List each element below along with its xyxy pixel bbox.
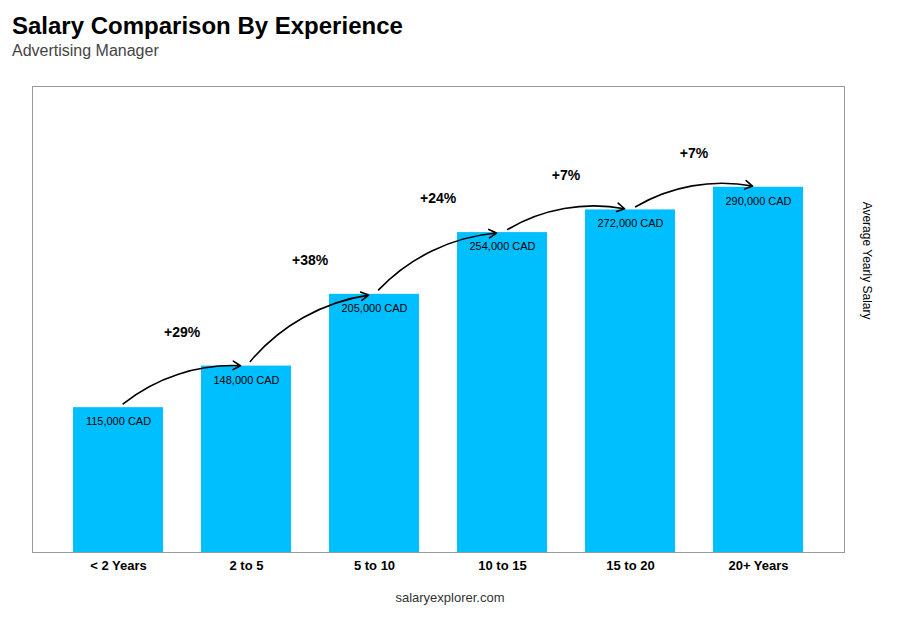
svg-text:272,000 CAD: 272,000 CAD — [597, 217, 663, 229]
svg-text:5 to 10: 5 to 10 — [354, 558, 395, 573]
svg-text:290,000 CAD: 290,000 CAD — [725, 195, 791, 207]
svg-text:205,000 CAD: 205,000 CAD — [341, 302, 407, 314]
svg-text:+7%: +7% — [552, 167, 581, 183]
svg-text:+24%: +24% — [420, 190, 457, 206]
svg-text:10 to 15: 10 to 15 — [478, 558, 526, 573]
svg-text:20+ Years: 20+ Years — [728, 558, 788, 573]
html-text:Salary Comparison By Experienc: Salary Comparison By Experience — [12, 12, 403, 39]
svg-text:+38%: +38% — [292, 252, 329, 268]
svg-text:+7%: +7% — [680, 145, 709, 161]
svg-text:2 to 5: 2 to 5 — [230, 558, 264, 573]
svg-text:< 2 Years: < 2 Years — [90, 558, 147, 573]
svg-text:115,000 CAD: 115,000 CAD — [86, 415, 151, 427]
svg-text:Average Yearly Salary: Average Yearly Salary — [860, 202, 874, 320]
html-text:Advertising Manager: Advertising Manager — [12, 42, 159, 59]
svg-text:15 to 20: 15 to 20 — [606, 558, 654, 573]
svg-text:254,000 CAD: 254,000 CAD — [469, 240, 535, 252]
svg-text:148,000 CAD: 148,000 CAD — [213, 374, 279, 386]
svg-text:+29%: +29% — [164, 324, 201, 340]
html-text:salaryexplorer.com: salaryexplorer.com — [395, 590, 505, 605]
